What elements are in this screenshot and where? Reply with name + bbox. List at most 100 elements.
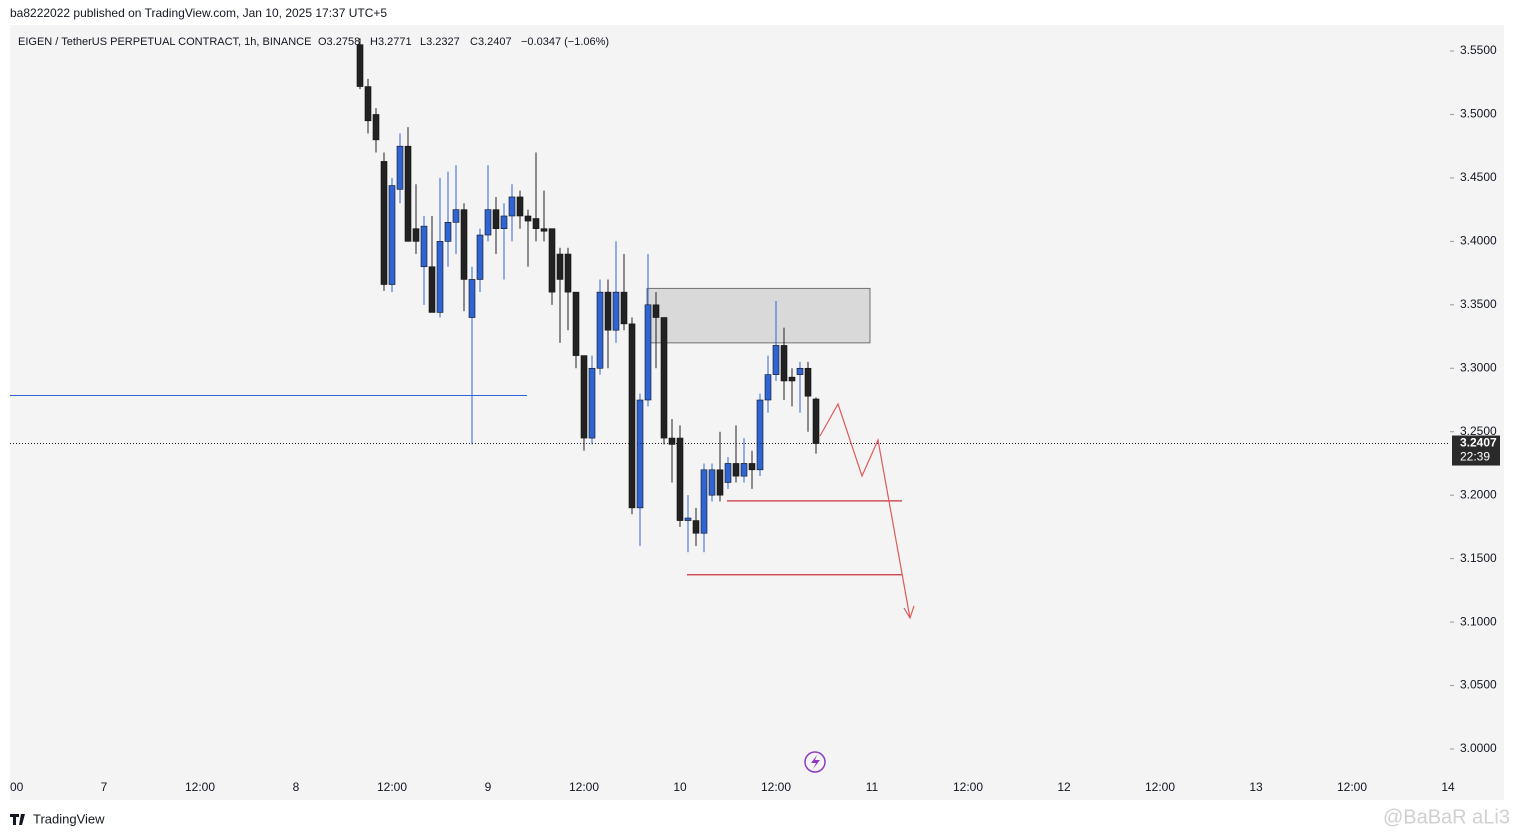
y-tick-label: 3.2500 — [1460, 424, 1497, 438]
projection-path — [819, 402, 915, 620]
candle-body — [484, 209, 492, 236]
candle-body — [644, 304, 652, 401]
candle-body — [708, 469, 716, 496]
legend-open: O3.2758 — [318, 36, 360, 48]
x-tick-label: 12 — [1057, 780, 1071, 794]
x-tick-label: 13 — [1249, 780, 1263, 794]
candle-body — [804, 367, 812, 397]
candle-body — [556, 253, 564, 280]
candle-body — [684, 517, 692, 521]
candle-body — [468, 279, 476, 318]
candle-body — [412, 228, 420, 242]
x-tick-label: 11 — [866, 780, 879, 794]
candle-body — [668, 437, 676, 445]
y-tick-label: 3.2000 — [1460, 487, 1497, 501]
candle-body — [452, 209, 460, 223]
y-tick-label: 3.0500 — [1460, 678, 1497, 692]
flash-icon[interactable] — [804, 751, 826, 773]
time-axis-background — [10, 775, 1504, 800]
x-tick-label: 12:00 — [569, 780, 599, 794]
candle-body — [620, 291, 628, 325]
y-tick-label: 3.5500 — [1460, 43, 1497, 57]
candle-body — [572, 291, 580, 356]
y-tick-label: 3.4500 — [1460, 170, 1497, 184]
candle-body — [748, 463, 756, 471]
candle-body — [596, 291, 604, 369]
x-tick-label: 12:00 — [761, 780, 791, 794]
x-tick-label: 10 — [673, 780, 687, 794]
legend-high: H3.2771 — [370, 36, 412, 48]
candle-body — [404, 145, 412, 242]
candle-body — [772, 345, 780, 375]
candle-body — [508, 196, 516, 217]
candle-body — [636, 399, 644, 509]
candle-body — [724, 463, 732, 483]
legend-change: −0.0347 (−1.06%) — [521, 36, 609, 48]
last-price-box — [1452, 435, 1500, 466]
y-tick-label: 3.0000 — [1460, 741, 1497, 755]
candle-body — [436, 241, 444, 313]
candle-body — [396, 145, 404, 190]
brand-name: TradingView — [33, 811, 105, 826]
candle-body — [700, 469, 708, 534]
plot: 3.0000 3.0500 3.1000 3.1500 3.2000 3.2500 3.30… — [10, 38, 1497, 794]
legend-low: L3.2327 — [420, 36, 460, 48]
candle-body — [612, 291, 620, 331]
x-tick-label: 12:00 — [1145, 780, 1175, 794]
x-tick-label: 7 — [101, 780, 108, 794]
legend: EIGEN / TetherUS PERPETUAL CONTRACT, 1h,… — [18, 36, 609, 48]
published-line: ba8222022 published on TradingView.com, … — [10, 6, 387, 20]
y-tick-label: 3.3500 — [1460, 297, 1497, 311]
x-tick-label: 12:00 — [1337, 780, 1367, 794]
candle-body — [548, 228, 556, 293]
y-tick-label: 3.1500 — [1460, 551, 1497, 565]
x-tick-label: 12:00 — [185, 780, 215, 794]
candle-body — [796, 367, 804, 375]
y-tick-label: 3.1000 — [1460, 614, 1497, 628]
candle-body — [660, 317, 668, 439]
x-tick-label: 12:00 — [377, 780, 407, 794]
candle-body — [628, 323, 636, 509]
candle-body — [692, 520, 700, 534]
candle-body — [356, 44, 364, 87]
candle-body — [716, 469, 724, 496]
x-tick-label: 00 — [10, 780, 24, 794]
candle-body — [420, 225, 428, 268]
countdown: 22:39 — [1460, 450, 1490, 464]
candle-body — [604, 291, 612, 331]
x-tick-label: 12:00 — [953, 780, 983, 794]
candle-body — [812, 398, 820, 444]
candle-body — [788, 376, 796, 382]
candle-body — [372, 114, 380, 141]
candle-body — [388, 185, 396, 285]
candle-body — [780, 345, 788, 382]
candle-body — [500, 215, 508, 229]
legend-close: C3.2407 — [470, 36, 512, 48]
candle-body — [540, 228, 548, 232]
candle-body — [732, 463, 740, 477]
candle-body — [588, 367, 596, 439]
flash-glyph — [811, 755, 820, 769]
candle-body — [492, 209, 500, 229]
candle-body — [564, 253, 572, 293]
candle-body — [428, 266, 436, 313]
candle-body — [364, 86, 372, 122]
y-tick-label: 3.3000 — [1460, 360, 1497, 374]
brand-logo — [10, 814, 25, 825]
x-tick-label: 9 — [485, 780, 492, 794]
candle-body — [444, 222, 452, 242]
watermark: @BaBaR aLi3 — [1383, 806, 1510, 828]
candle-body — [532, 218, 540, 229]
candle-body — [380, 161, 388, 285]
candle-body — [476, 234, 484, 280]
candle-body — [740, 463, 748, 477]
candle-body — [460, 209, 468, 280]
candle-body — [676, 437, 684, 521]
candle-body — [524, 215, 532, 222]
candle-body — [756, 399, 764, 471]
candle-body — [580, 355, 588, 439]
brand: TradingView — [10, 811, 105, 826]
x-tick-label: 8 — [293, 780, 300, 794]
y-tick-label: 3.5000 — [1460, 107, 1497, 121]
